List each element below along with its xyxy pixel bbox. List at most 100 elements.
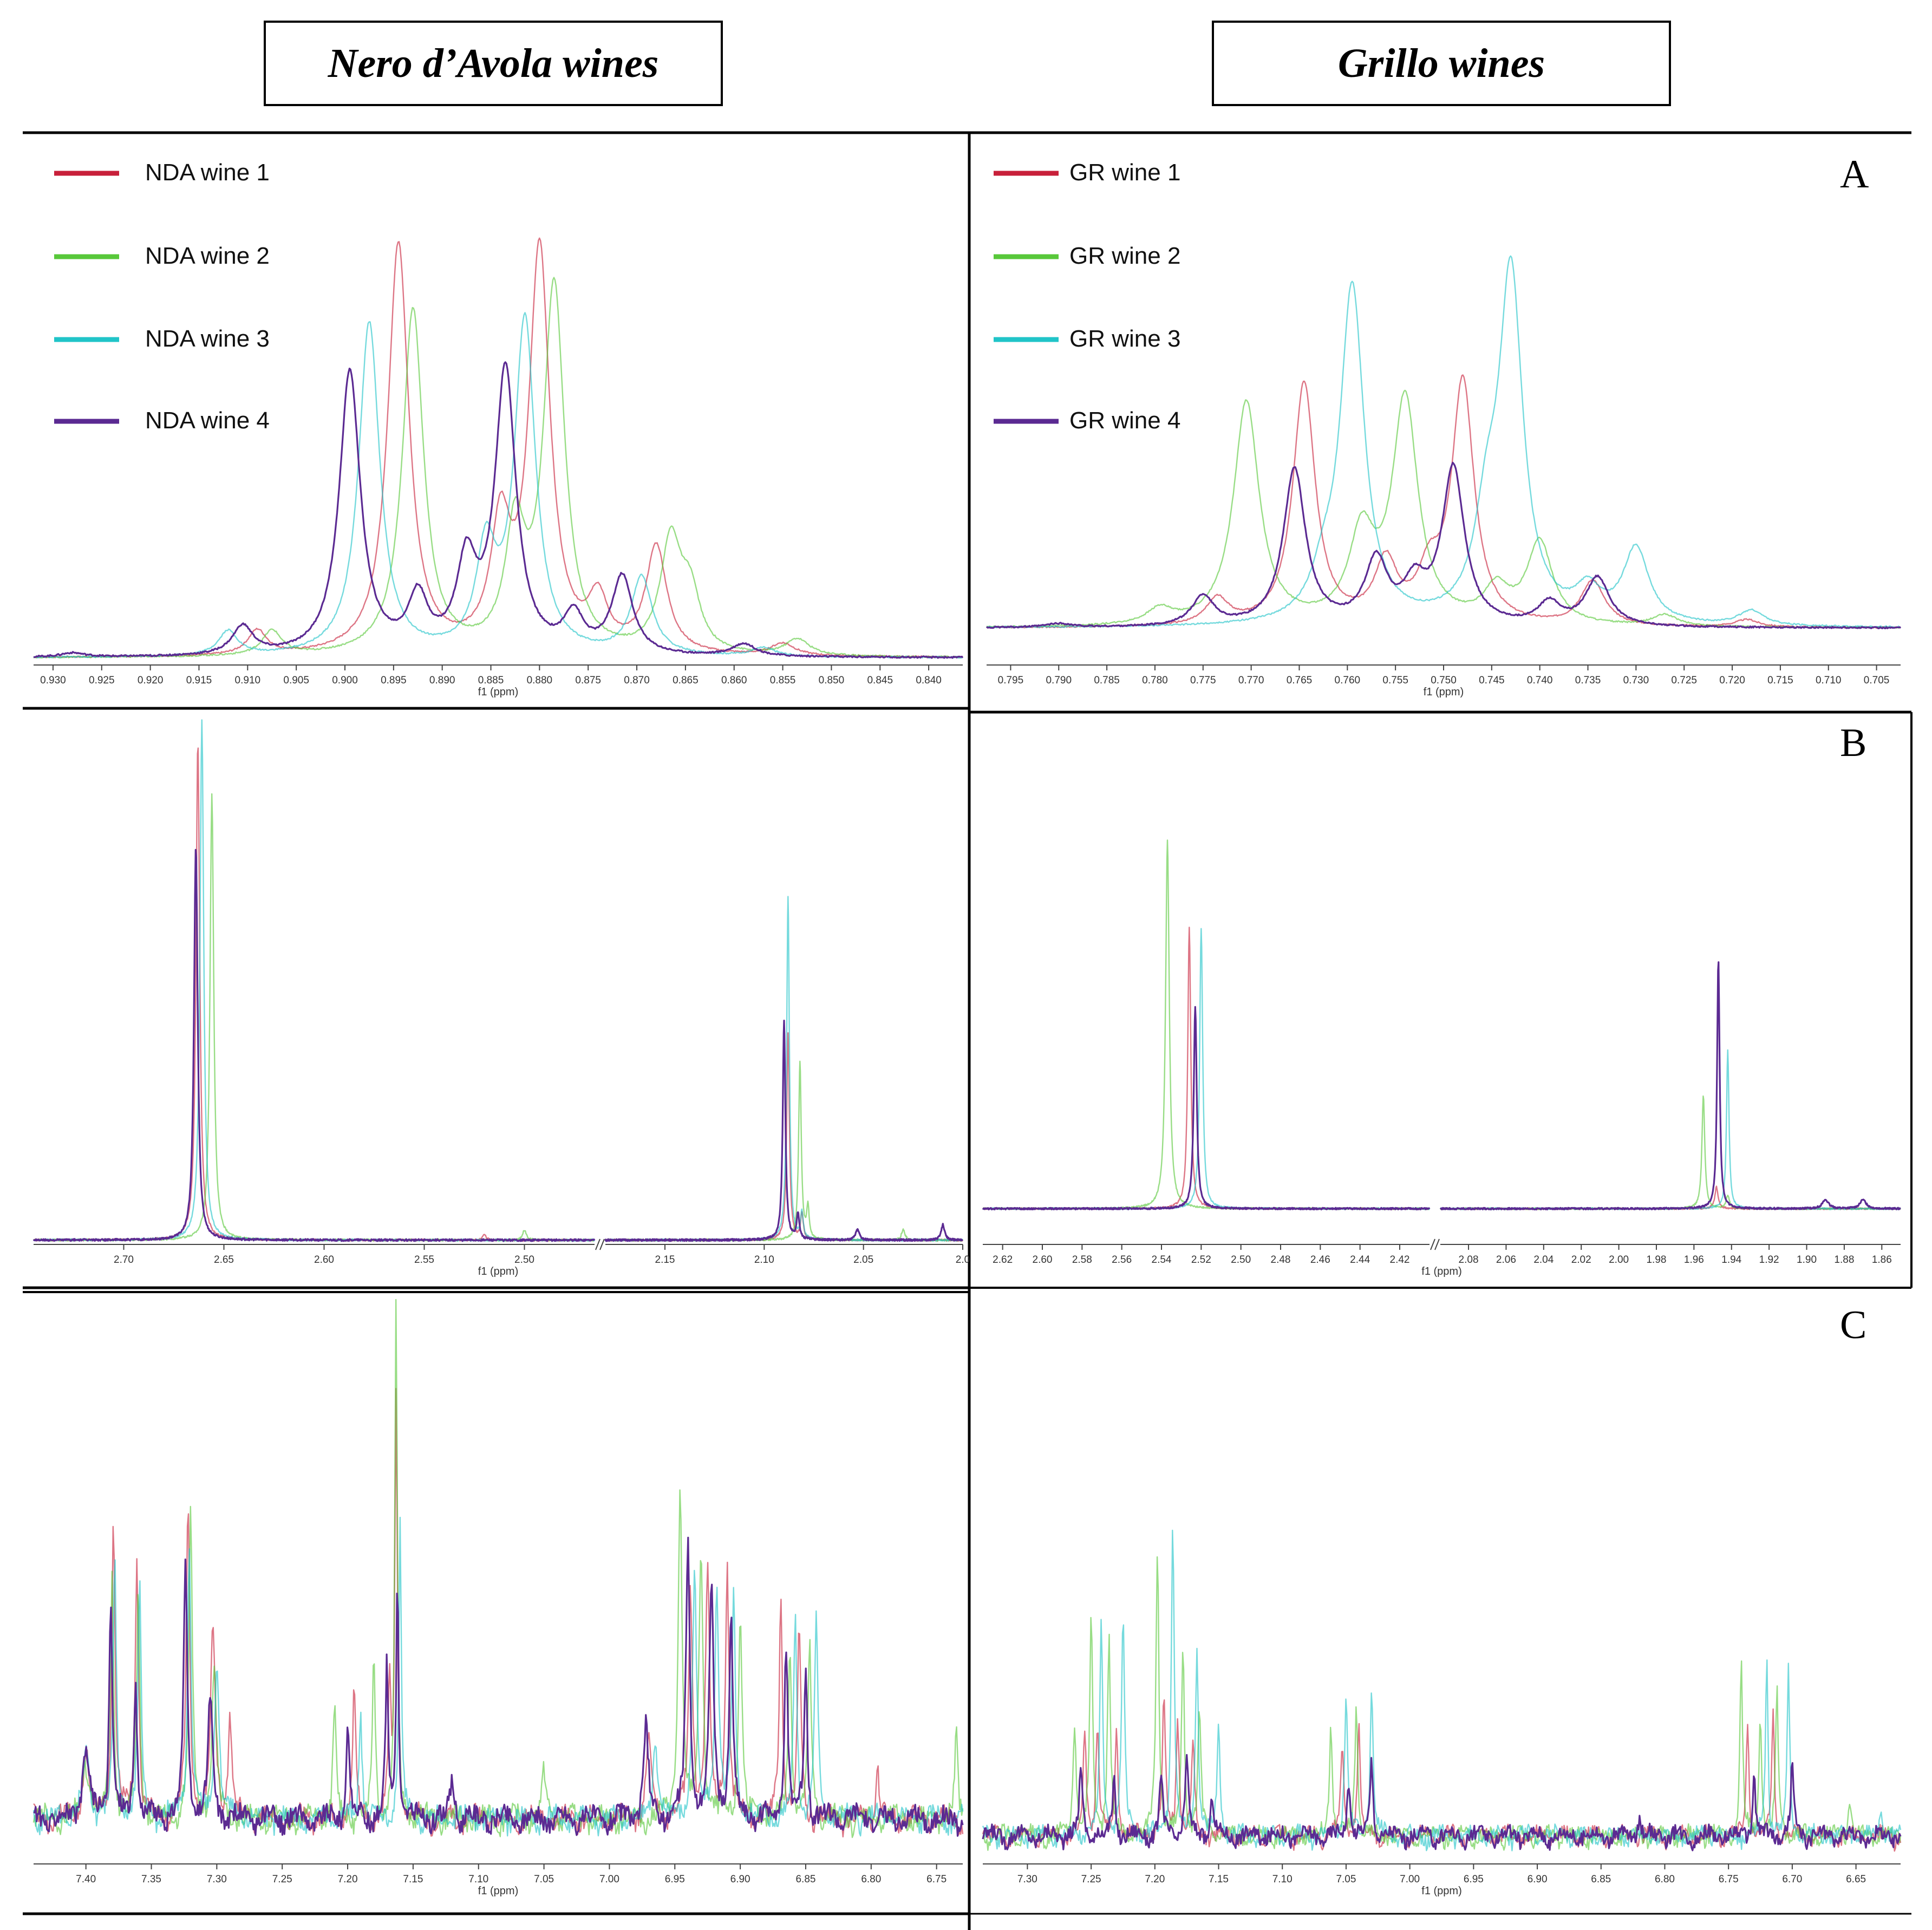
x-tick-label: 6.90: [1528, 1874, 1548, 1885]
x-tick-label: 6.95: [1464, 1874, 1484, 1885]
series-line-4: [33, 1536, 964, 1837]
legend-label-1: GR wine 1: [1069, 159, 1180, 186]
series-line-3: [32, 1516, 964, 1837]
x-tick-label: 2.70: [114, 1254, 134, 1266]
series-line-2: [982, 839, 1902, 1210]
x-tick-label: 1.98: [1646, 1254, 1666, 1266]
series-line-4: [982, 961, 1901, 1211]
x-tick-label: 7.20: [338, 1874, 358, 1885]
x-tick-label: 2.60: [1033, 1254, 1053, 1266]
series-line-2: [986, 389, 1901, 629]
series-line-2: [32, 1299, 964, 1838]
x-tick-label: 0.860: [721, 675, 747, 686]
x-tick-label: 0.775: [1190, 675, 1216, 686]
series-line-1: [33, 1388, 964, 1838]
x-tick-label: 2.50: [1231, 1254, 1251, 1266]
x-tick-label: 7.30: [207, 1874, 227, 1885]
x-tick-label: 0.765: [1287, 675, 1313, 686]
x-axis-title: f1 (ppm): [1421, 1266, 1461, 1277]
series-line-2: [33, 793, 964, 1242]
x-tick-label: 0.865: [673, 675, 699, 686]
series-line-4: [982, 1754, 1902, 1851]
series-line-4: [32, 849, 963, 1242]
x-tick-label: 1.86: [1872, 1254, 1892, 1266]
x-tick-label: 6.75: [1719, 1874, 1739, 1885]
x-tick-label: 7.25: [1081, 1874, 1101, 1885]
x-tick-label: 0.735: [1575, 675, 1601, 686]
series-line-1: [32, 747, 964, 1242]
x-tick-label: 0.705: [1864, 675, 1890, 686]
x-tick-label: 0.725: [1671, 675, 1697, 686]
x-tick-label: 0.845: [867, 675, 893, 686]
x-tick-label: 7.10: [468, 1874, 488, 1885]
spectra-plots: 0.930 0.925 0.920 0.915 0.910 0.905 0.900 0.895…: [32, 159, 1902, 1897]
x-tick-label: 1.94: [1721, 1254, 1741, 1266]
x-tick-label: 2.02: [1571, 1254, 1591, 1266]
x-tick-label: 2.08: [1459, 1254, 1479, 1266]
x-tick-label: 0.880: [527, 675, 553, 686]
x-tick-label: 7.15: [403, 1874, 423, 1885]
x-tick-label: 0.745: [1479, 675, 1505, 686]
x-axis-title: f1 (ppm): [478, 1266, 518, 1277]
legend-label-1: NDA wine 1: [145, 159, 270, 186]
x-axis-title: f1 (ppm): [1421, 1885, 1461, 1897]
x-tick-label: 2.54: [1152, 1254, 1172, 1266]
x-tick-label: 0.785: [1094, 675, 1120, 686]
x-tick-label: 0.885: [478, 675, 504, 686]
x-tick-label: 6.80: [1655, 1874, 1675, 1885]
x-tick-label: 2.48: [1271, 1254, 1291, 1266]
series-line-3: [33, 312, 963, 659]
x-tick-label: 2.10: [754, 1254, 774, 1266]
chart-a-nda: 0.930 0.925 0.920 0.915 0.910 0.905 0.900 0.895…: [33, 159, 964, 698]
x-tick-label: 2.65: [214, 1254, 234, 1266]
series-line-2: [33, 277, 963, 659]
x-tick-label: 2.55: [414, 1254, 434, 1266]
series-line-3: [982, 1529, 1902, 1851]
panel-frames: [23, 131, 1913, 1930]
x-tick-label: 7.10: [1272, 1874, 1293, 1885]
x-tick-label: 0.760: [1335, 675, 1361, 686]
legend-label-3: GR wine 3: [1069, 325, 1180, 352]
x-tick-label: 2.50: [514, 1254, 534, 1266]
x-tick-label: 0.905: [283, 675, 309, 686]
x-tick-label: 2.42: [1390, 1254, 1410, 1266]
x-tick-label: 2.56: [1112, 1254, 1132, 1266]
x-tick-label: 0.900: [332, 675, 358, 686]
x-tick-label: 6.65: [1846, 1874, 1866, 1885]
x-tick-label: 2.0: [956, 1254, 970, 1266]
x-tick-label: 1.96: [1684, 1254, 1704, 1266]
x-tick-label: 0.850: [819, 675, 845, 686]
x-tick-label: 0.895: [381, 675, 407, 686]
x-tick-label: 7.05: [1336, 1874, 1356, 1885]
series-line-4: [33, 361, 964, 659]
chart-b-gr: 2.62 2.60 2.58 2.56 2.54 2.52 2.50 2.48 2.46 2.44…: [982, 839, 1902, 1277]
x-tick-label: 2.44: [1350, 1254, 1370, 1266]
x-tick-label: 7.20: [1145, 1874, 1165, 1885]
legend-label-4: NDA wine 4: [145, 407, 270, 434]
chart-c-nda: 7.40 7.35 7.30 7.25 7.20 7.15 7.10 7.05 7.00 6.95…: [32, 1299, 964, 1897]
axis-break-mark: [595, 1238, 605, 1250]
chart-c-gr: 7.30 7.25 7.20 7.15 7.10 7.05 7.00 6.95 6.90 6.85…: [982, 1529, 1902, 1897]
x-tick-label: 0.780: [1142, 675, 1168, 686]
x-tick-label: 0.770: [1238, 675, 1264, 686]
x-tick-label: 0.890: [429, 675, 455, 686]
x-tick-label: 7.35: [141, 1874, 161, 1885]
x-tick-label: 7.40: [76, 1874, 96, 1885]
x-tick-label: 6.85: [1591, 1874, 1611, 1885]
x-tick-label: 0.740: [1527, 675, 1553, 686]
x-tick-label: 2.00: [1609, 1254, 1629, 1266]
x-tick-label: 6.75: [926, 1874, 947, 1885]
x-tick-label: 1.92: [1759, 1254, 1779, 1266]
x-tick-label: 7.15: [1209, 1874, 1229, 1885]
x-tick-label: 7.00: [1400, 1874, 1420, 1885]
legend-label-4: GR wine 4: [1069, 407, 1180, 434]
x-tick-label: 7.25: [272, 1874, 292, 1885]
x-tick-label: 6.95: [665, 1874, 685, 1885]
x-tick-label: 2.60: [314, 1254, 334, 1266]
x-tick-label: 2.46: [1310, 1254, 1330, 1266]
x-tick-label: 0.710: [1816, 675, 1842, 686]
x-tick-label: 6.85: [795, 1874, 815, 1885]
x-tick-label: 6.70: [1782, 1874, 1802, 1885]
chart-b-nda: 2.70 2.65 2.60 2.55 2.50 2.15 2.10 2.05 2.0 f1 (p…: [32, 719, 970, 1277]
